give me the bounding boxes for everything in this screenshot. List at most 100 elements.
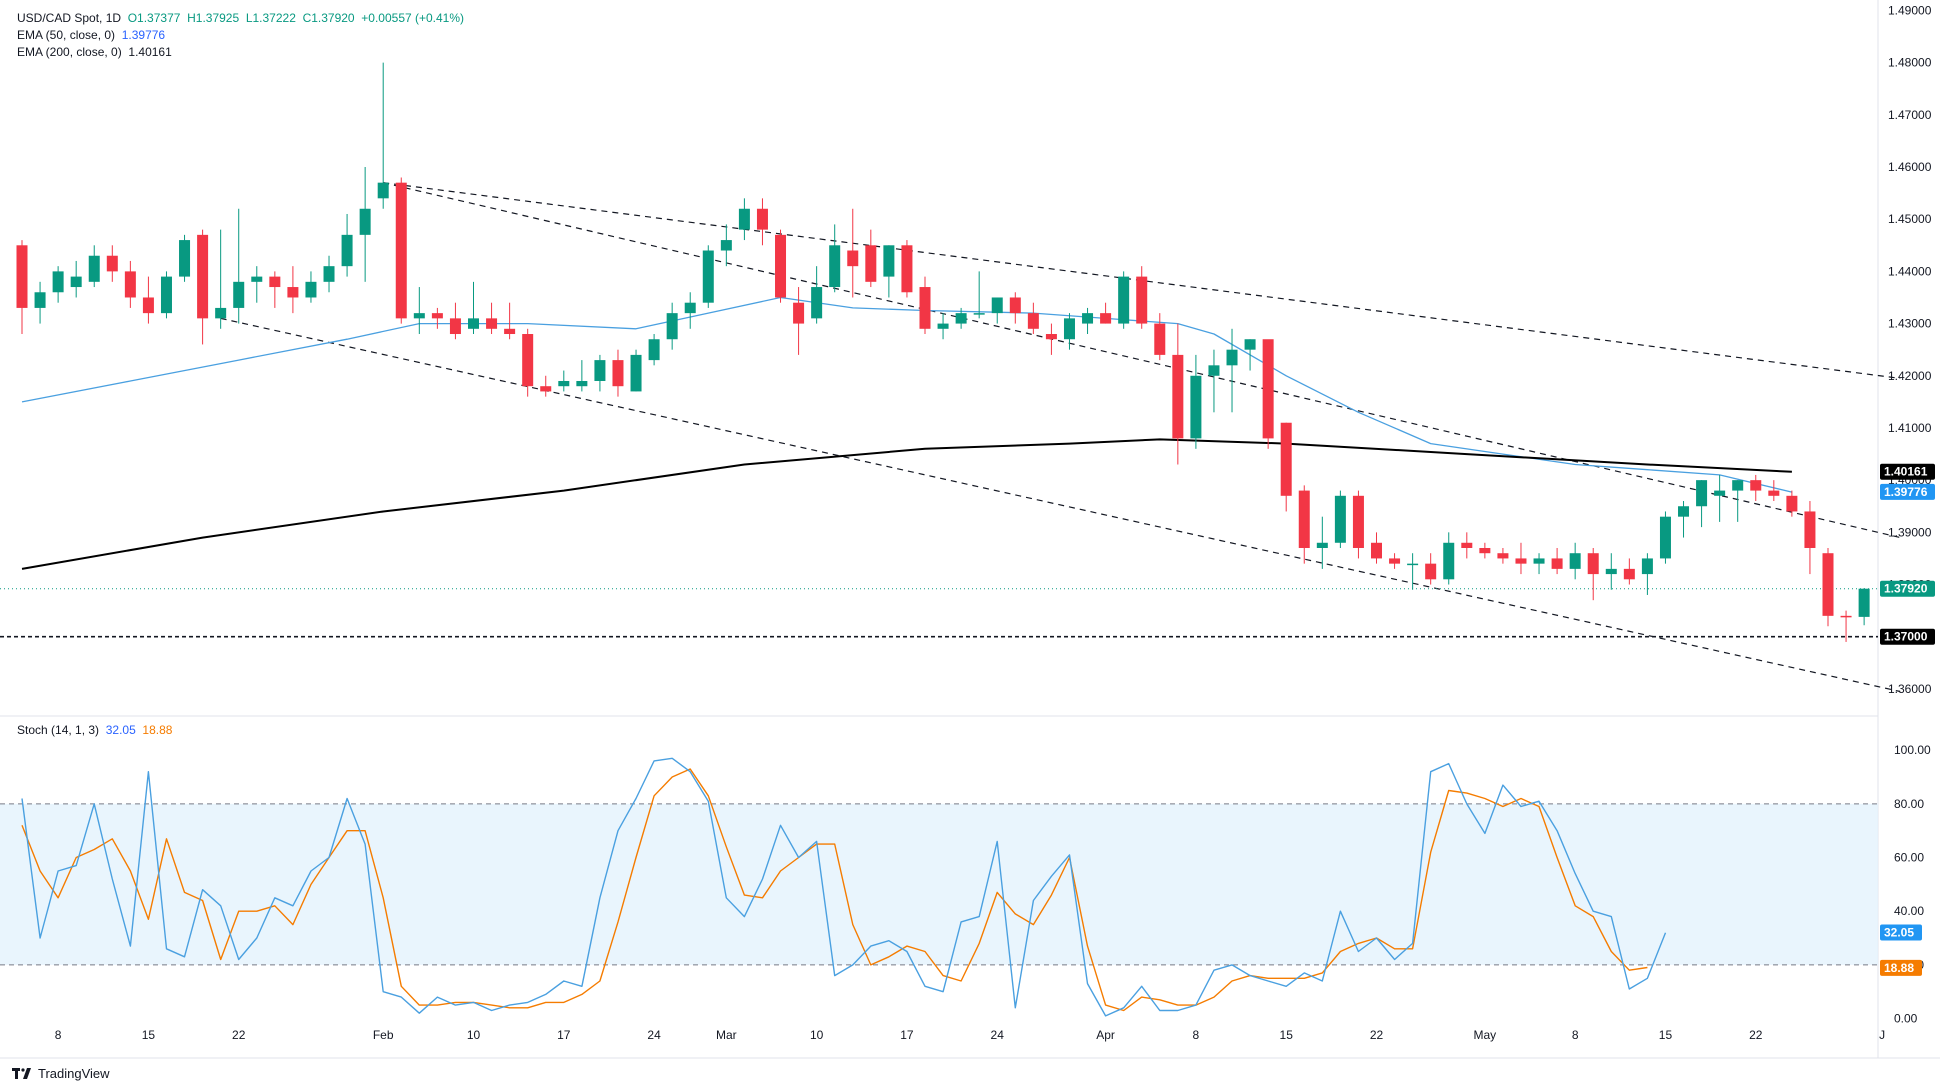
candle-body	[1443, 542, 1455, 580]
candle-body	[1190, 375, 1202, 439]
candle-body	[1172, 354, 1184, 439]
stoch-k-line	[21, 757, 1667, 1017]
candle-body	[1641, 558, 1653, 575]
price-tick-label: 1.48000	[1888, 56, 1932, 70]
price-tick-label: 1.49000	[1888, 3, 1932, 17]
candle-body	[829, 245, 841, 288]
price-tag	[1880, 580, 1935, 597]
candle-body	[1659, 516, 1671, 559]
candle-body	[179, 240, 191, 277]
time-tick-label: 8	[1572, 1028, 1579, 1042]
tradingview-brand[interactable]: TradingView	[12, 1066, 110, 1081]
candle-body	[540, 386, 552, 392]
tradingview-logo-icon	[12, 1067, 31, 1079]
candle-body	[1226, 349, 1238, 366]
ohlc-open: O1.37377	[127, 11, 181, 25]
candle-body	[233, 281, 245, 308]
time-tick-label: 22	[232, 1028, 246, 1042]
candle-body	[1045, 334, 1057, 340]
time-tick-label: 24	[647, 1028, 661, 1042]
candle-body	[1208, 365, 1220, 376]
candle-body	[1479, 547, 1491, 554]
time-tick-label: 22	[1370, 1028, 1384, 1042]
candle-body	[413, 313, 425, 319]
trendline	[383, 182, 1901, 539]
time-tick-label: 8	[1193, 1028, 1200, 1042]
time-tick-label: 15	[1280, 1028, 1294, 1042]
candle-body	[305, 281, 317, 298]
candle-body	[341, 234, 353, 267]
time-tick-label: 17	[900, 1028, 914, 1042]
ema200-label: EMA (200, close, 0)	[17, 45, 122, 59]
candle-body	[1768, 490, 1780, 496]
ema200-value: 1.40161	[128, 45, 172, 59]
tradingview-brand-text: TradingView	[38, 1066, 110, 1081]
time-tick-label: 17	[557, 1028, 571, 1042]
candle-body	[1063, 318, 1075, 340]
candle-body	[648, 339, 660, 361]
candle-body	[738, 208, 750, 230]
price-tag-label: 1.37920	[1884, 582, 1928, 596]
candle-body	[251, 276, 263, 282]
candle-body	[1009, 297, 1021, 314]
stoch-d-value: 18.88	[142, 723, 173, 737]
price-tick-label: 1.42000	[1888, 369, 1932, 383]
candle-body	[720, 240, 732, 251]
candle-body	[1840, 615, 1852, 618]
candle-body	[52, 271, 64, 293]
time-tick-label: Mar	[716, 1028, 737, 1042]
candle-body	[612, 360, 624, 387]
candle-body	[522, 334, 534, 387]
candle-body	[576, 380, 588, 387]
stoch-d-tag-label: 18.88	[1884, 961, 1914, 975]
price-tag-label: 1.37000	[1884, 630, 1928, 644]
time-tick-label: 15	[1659, 1028, 1673, 1042]
candle-body	[1244, 339, 1256, 350]
candle-body	[919, 287, 931, 329]
candle-body	[215, 307, 227, 319]
candle-body	[1623, 568, 1635, 580]
candle-body	[88, 255, 100, 282]
price-tag-label: 1.39776	[1884, 485, 1928, 499]
candle-body	[70, 276, 82, 288]
legend-stoch: Stoch (14, 1, 3) 32.05 18.88	[17, 723, 172, 737]
candle-body	[1605, 568, 1617, 575]
candle-body	[1804, 511, 1816, 548]
candle-body	[395, 182, 407, 319]
candle-body	[1316, 542, 1328, 548]
stoch-k-value: 32.05	[105, 723, 136, 737]
candle-body	[1461, 542, 1473, 548]
candle-body	[287, 287, 299, 298]
ohlc-high: H1.37925	[187, 11, 240, 25]
candle-body	[468, 318, 479, 329]
price-tick-label: 1.44000	[1888, 264, 1932, 278]
candle-body	[702, 250, 714, 303]
candle-body	[847, 250, 859, 267]
candle-body	[1334, 495, 1346, 543]
candle-body	[504, 328, 516, 335]
stoch-tick-label: 60.00	[1894, 851, 1924, 865]
candle-body	[901, 245, 913, 293]
candle-body	[1280, 422, 1292, 496]
time-tick-label: Feb	[373, 1028, 394, 1042]
candle-body	[1786, 495, 1798, 512]
candle-body	[937, 323, 949, 329]
time-tick-label: May	[1474, 1028, 1497, 1042]
stoch-d-tag	[1880, 959, 1922, 976]
price-tick-label: 1.46000	[1888, 160, 1932, 174]
stoch-band	[0, 803, 1878, 965]
candle-body	[1154, 323, 1166, 355]
candle-body	[1533, 558, 1545, 564]
time-tick-label: J	[1879, 1028, 1885, 1042]
legend-symbol-row: USD/CAD Spot, 1D O1.37377 H1.37925 L1.37…	[17, 11, 464, 25]
time-tick-label: 22	[1749, 1028, 1763, 1042]
ema50-label: EMA (50, close, 0)	[17, 28, 116, 42]
ohlc-close: C1.37920	[302, 11, 355, 25]
price-tick-label: 1.39000	[1888, 525, 1932, 539]
candle-body	[793, 302, 805, 324]
candle-body	[973, 313, 985, 315]
candle-body	[449, 318, 461, 335]
candle-body	[865, 245, 877, 282]
candle-body	[756, 208, 768, 230]
